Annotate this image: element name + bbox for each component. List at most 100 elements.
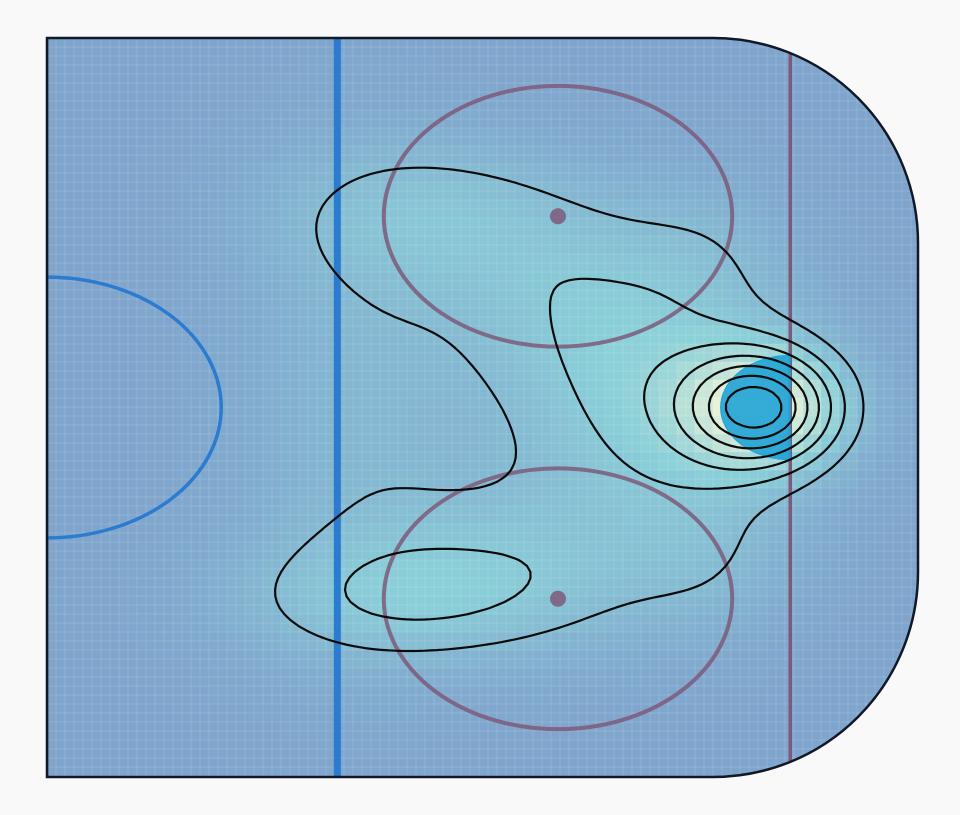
heat-cell [461, 668, 480, 687]
heat-cell [515, 452, 534, 471]
heat-cell [803, 146, 822, 165]
heat-cell [857, 110, 876, 129]
heat-cell [515, 524, 534, 543]
heat-cell [587, 128, 606, 147]
heat-cell [875, 488, 894, 507]
heat-cell [65, 596, 84, 615]
heat-cell [569, 380, 588, 399]
heat-cell [101, 56, 120, 75]
heat-cell [857, 56, 876, 75]
heat-cell [623, 56, 642, 75]
heat-cell [533, 524, 552, 543]
heat-cell [659, 650, 678, 669]
heat-cell [875, 326, 894, 345]
heat-cell [317, 578, 336, 597]
heat-cell [191, 146, 210, 165]
heat-cell [587, 290, 606, 309]
heat-cell [551, 236, 570, 255]
heat-cell [317, 38, 336, 57]
heat-cell [659, 326, 678, 345]
heat-cell [551, 110, 570, 129]
heat-cell [533, 200, 552, 219]
heat-cell [47, 704, 66, 723]
heat-cell [407, 380, 426, 399]
heat-cell [443, 722, 462, 741]
heat-cell [911, 92, 918, 111]
heat-cell [245, 56, 264, 75]
heat-cell [497, 254, 516, 273]
heat-cell [299, 164, 318, 183]
heat-cell [569, 272, 588, 291]
heat-cell [245, 236, 264, 255]
heat-cell [875, 722, 894, 741]
heat-cell [227, 128, 246, 147]
heat-cell [875, 182, 894, 201]
heat-cell [821, 182, 840, 201]
heat-cell [245, 38, 264, 57]
heat-cell [227, 308, 246, 327]
heat-cell [857, 308, 876, 327]
heat-cell [767, 542, 786, 561]
heat-cell [893, 56, 912, 75]
heat-cell [803, 254, 822, 273]
heat-cell [857, 470, 876, 489]
heat-cell [209, 200, 228, 219]
heat-cell [245, 344, 264, 363]
heat-cell [875, 542, 894, 561]
heat-cell [839, 776, 858, 777]
heat-cell [479, 650, 498, 669]
heat-cell [803, 614, 822, 633]
heat-cell [425, 272, 444, 291]
heat-cell [425, 92, 444, 111]
heat-cell [479, 38, 498, 57]
heat-cell [659, 236, 678, 255]
heat-cell [407, 470, 426, 489]
heat-cell [191, 200, 210, 219]
heat-cell [83, 758, 102, 777]
heat-cell [299, 632, 318, 651]
heat-cell [533, 776, 552, 777]
heat-cell [587, 704, 606, 723]
heat-cell [119, 596, 138, 615]
heat-cell [65, 380, 84, 399]
heat-cell [389, 290, 408, 309]
heat-cell [641, 164, 660, 183]
heat-cell [605, 290, 624, 309]
heat-cell [83, 668, 102, 687]
heat-cell [443, 452, 462, 471]
heat-cell [461, 362, 480, 381]
heat-cell [137, 56, 156, 75]
heat-cell [497, 758, 516, 777]
heat-cell [191, 92, 210, 111]
heat-cell [47, 434, 66, 453]
heat-cell [533, 362, 552, 381]
heat-cell [101, 668, 120, 687]
heat-cell [893, 758, 912, 777]
heat-cell [353, 470, 372, 489]
heat-cell [47, 182, 66, 201]
heat-cell [911, 452, 918, 471]
heat-cell [191, 704, 210, 723]
heat-cell [47, 290, 66, 309]
heat-cell [83, 722, 102, 741]
heat-cell [119, 146, 138, 165]
heat-cell [47, 596, 66, 615]
heat-cell [641, 650, 660, 669]
heat-cell [137, 488, 156, 507]
heat-cell [659, 614, 678, 633]
heat-cell [209, 146, 228, 165]
heat-cell [245, 632, 264, 651]
heat-cell [155, 776, 174, 777]
heat-cell [587, 542, 606, 561]
heat-cell [839, 542, 858, 561]
heat-cell [227, 758, 246, 777]
heat-cell [731, 236, 750, 255]
heat-cell [137, 200, 156, 219]
heat-cell [425, 434, 444, 453]
heat-cell [191, 776, 210, 777]
heat-cell [389, 56, 408, 75]
heat-cell [749, 74, 768, 93]
heat-cell [605, 236, 624, 255]
heat-cell [173, 74, 192, 93]
